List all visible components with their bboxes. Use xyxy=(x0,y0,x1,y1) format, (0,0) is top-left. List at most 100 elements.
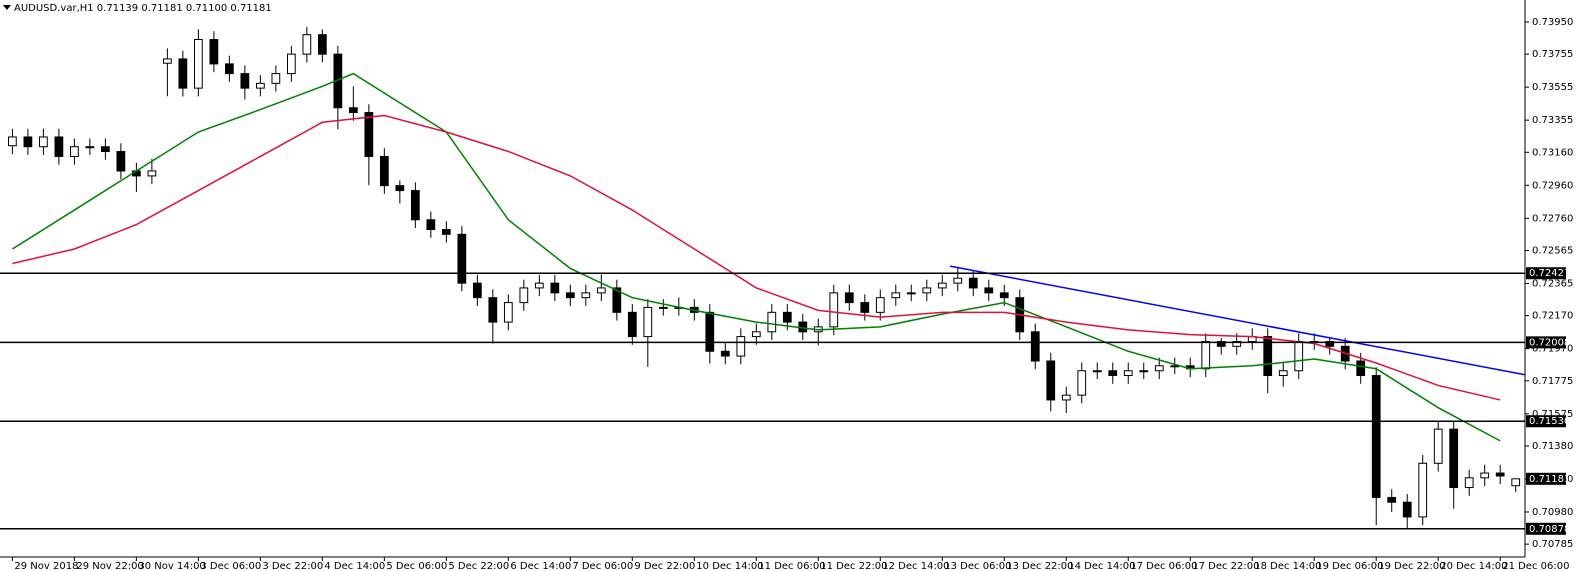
x-tick-label: 14 Dec 14:00 xyxy=(1068,561,1135,571)
candle-body xyxy=(1108,370,1118,377)
horizontal-line-label: 0.72008 xyxy=(1529,337,1570,348)
horizontal-line-label: 0.72427 xyxy=(1529,268,1570,279)
x-tick-label: 5 Dec 06:00 xyxy=(386,561,447,571)
candle-body xyxy=(302,34,312,55)
y-tick-label: 0.73950 xyxy=(1532,17,1573,28)
candle-body xyxy=(891,292,901,299)
last-price-label: 0.71181 xyxy=(1529,474,1570,485)
candle-body xyxy=(829,292,839,328)
candle-body xyxy=(39,136,48,148)
trendline xyxy=(949,265,1526,376)
candle-body xyxy=(1325,341,1335,347)
x-tick-label: 18 Dec 14:00 xyxy=(1254,561,1321,571)
candle-body xyxy=(8,136,17,147)
horizontal-line-box xyxy=(1526,522,1566,535)
x-tick-label: 30 Nov 14:00 xyxy=(138,561,205,571)
y-tick-label: 0.72565 xyxy=(1532,245,1573,256)
candle-body xyxy=(255,82,265,89)
candle-body xyxy=(1123,370,1133,377)
x-tick-label: 4 Dec 14:00 xyxy=(324,561,385,571)
candle-body xyxy=(844,292,854,304)
x-tick-label: 12 Dec 14:00 xyxy=(882,561,949,571)
y-tick-label: 0.70785 xyxy=(1532,539,1573,550)
candle-body xyxy=(1046,360,1056,401)
chart-title: AUDUSD.var,H1 0.71139 0.71181 0.71100 0.… xyxy=(14,3,272,14)
candle-body xyxy=(178,58,188,89)
x-tick-label: 29 Nov 2018 xyxy=(14,561,78,571)
candle-body xyxy=(1077,370,1087,396)
last-price-box xyxy=(1526,472,1566,485)
candle-body xyxy=(410,190,420,221)
x-tick-label: 17 Dec 22:00 xyxy=(1192,561,1259,571)
horizontal-line-label: 0.71530 xyxy=(1529,416,1570,427)
candle-body xyxy=(1201,341,1211,370)
candle-body xyxy=(1232,341,1242,347)
candle-body xyxy=(147,170,157,177)
x-tick-label: 6 Dec 14:00 xyxy=(510,561,571,571)
candle-body xyxy=(488,297,498,323)
y-tick-label: 0.71575 xyxy=(1532,409,1573,420)
y-tick-label: 0.73555 xyxy=(1532,82,1573,93)
candle-body xyxy=(503,302,513,323)
candle-body xyxy=(457,233,467,284)
candle-body xyxy=(519,287,529,304)
candle-body xyxy=(875,297,885,313)
menu-arrow[interactable] xyxy=(3,5,11,10)
candle-body xyxy=(116,150,126,172)
moving-average xyxy=(12,114,1501,401)
y-tick-label: 0.71775 xyxy=(1532,376,1573,387)
x-tick-label: 29 Nov 22:00 xyxy=(76,561,143,571)
candle-body xyxy=(1418,462,1428,518)
y-tick-label: 0.73755 xyxy=(1532,49,1573,60)
horizontal-line-box xyxy=(1526,415,1566,428)
candle-body xyxy=(720,350,730,357)
y-tick-label: 0.70980 xyxy=(1532,507,1573,518)
candle-body xyxy=(209,38,219,65)
candle-body xyxy=(271,73,281,84)
y-tick-label: 0.71380 xyxy=(1532,441,1573,452)
candle-body xyxy=(1433,428,1443,464)
x-tick-label: 19 Dec 22:00 xyxy=(1378,561,1445,571)
candle-body xyxy=(705,311,715,352)
candle-body xyxy=(937,282,947,289)
x-tick-label: 19 Dec 06:00 xyxy=(1316,561,1383,571)
x-tick-label: 3 Dec 06:00 xyxy=(200,561,261,571)
candle-body xyxy=(1480,472,1490,479)
x-tick-label: 13 Dec 06:00 xyxy=(944,561,1011,571)
candle-body xyxy=(426,219,436,231)
candle-body xyxy=(999,292,1009,299)
candle-body xyxy=(627,311,637,338)
horizontal-line-box xyxy=(1526,267,1566,280)
candle-body xyxy=(1371,375,1381,498)
candle-body xyxy=(1402,501,1412,518)
candle-body xyxy=(1170,365,1180,368)
y-tick-label: 0.73160 xyxy=(1532,147,1573,158)
candle-body xyxy=(23,136,33,148)
x-tick-label: 11 Dec 06:00 xyxy=(758,561,825,571)
candle-body xyxy=(782,311,792,323)
candle-body xyxy=(860,302,870,313)
x-tick-label: 17 Dec 06:00 xyxy=(1130,561,1197,571)
candle-body xyxy=(751,331,761,338)
candle-body xyxy=(1294,341,1304,372)
candle-body xyxy=(1278,370,1288,377)
candle-body xyxy=(565,292,575,299)
candle-body xyxy=(596,287,606,294)
candle-body xyxy=(1449,428,1459,489)
candle-body xyxy=(550,282,560,294)
x-tick-label: 7 Dec 06:00 xyxy=(572,561,633,571)
x-tick-label: 10 Dec 14:00 xyxy=(696,561,763,571)
candle-body xyxy=(1061,394,1071,401)
candle-body xyxy=(968,277,978,289)
candle-body xyxy=(1263,336,1273,377)
y-tick-label: 0.72365 xyxy=(1532,278,1573,289)
candle-body xyxy=(1464,477,1474,489)
candle-body xyxy=(364,112,374,157)
candle-body xyxy=(984,287,994,294)
candle-body xyxy=(658,306,668,309)
x-tick-label: 3 Dec 22:00 xyxy=(262,561,323,571)
x-tick-label: 5 Dec 22:00 xyxy=(448,561,509,571)
candle-body xyxy=(1092,370,1102,373)
